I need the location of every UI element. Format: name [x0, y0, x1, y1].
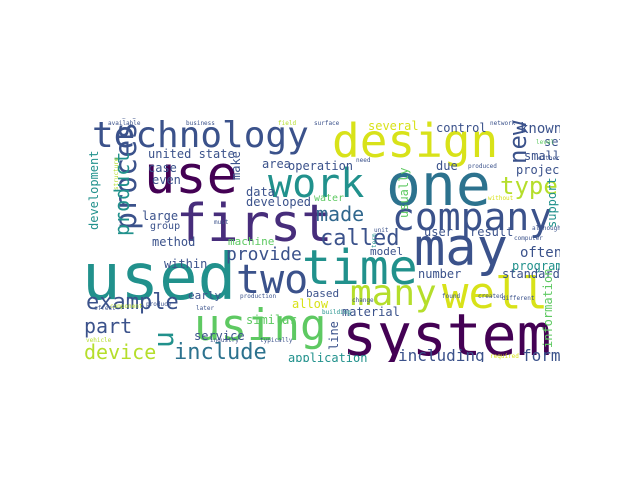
word-use: use: [144, 146, 238, 206]
word-include: include: [174, 340, 267, 363]
word-operation: operation: [288, 159, 354, 173]
word-industry: industry: [210, 337, 239, 344]
word-vehicle: vehicle: [86, 337, 112, 344]
word-building: building: [322, 309, 351, 316]
word-data: data: [246, 185, 275, 199]
word-case: case: [148, 161, 177, 175]
word-group: group: [150, 221, 181, 232]
word-effect: effect: [94, 305, 116, 312]
word-early: early: [188, 289, 222, 302]
word-known: known: [520, 121, 560, 137]
word-created: created: [478, 293, 504, 300]
word-without: without: [488, 195, 514, 202]
word-found: found: [442, 293, 461, 300]
word-small: small: [524, 149, 560, 163]
word-design: design: [332, 118, 499, 168]
word-number: number: [418, 267, 462, 281]
word-make: make: [229, 151, 243, 180]
word-well: well: [442, 268, 548, 319]
word-must: must: [214, 219, 229, 226]
word-water: water: [314, 193, 345, 204]
word-later: later: [196, 305, 215, 312]
word-computer: computer: [514, 235, 543, 242]
word-different: different: [502, 295, 535, 302]
word-component: component: [110, 303, 143, 310]
word-required: required: [490, 353, 519, 360]
word-method: method: [152, 235, 196, 249]
word-company: company: [392, 195, 553, 239]
word-made: made: [316, 202, 365, 226]
word-type: type: [500, 172, 558, 200]
word-several: several: [368, 119, 419, 133]
word-area: area: [262, 157, 291, 171]
word-model: model: [370, 245, 404, 258]
word-structure: structure: [113, 157, 120, 190]
word-produce: produce: [146, 301, 172, 308]
word-program: program: [512, 259, 560, 273]
word-project: project: [516, 163, 560, 177]
word-including: including: [398, 346, 485, 363]
word-new: new: [504, 120, 532, 164]
word-u: u: [147, 331, 180, 348]
word-either: either: [538, 155, 560, 162]
word-unit: unit: [374, 227, 389, 234]
word-production: production: [240, 293, 277, 300]
word-surface: surface: [314, 120, 340, 127]
word-based: based: [306, 287, 340, 300]
word-typically: typically: [260, 337, 293, 344]
word-example: example: [86, 290, 179, 315]
word-cloud: technology design use one work first com…: [80, 118, 560, 362]
word-work: work: [268, 161, 365, 207]
word-often: often: [520, 245, 560, 261]
word-produced: produced: [468, 163, 497, 170]
word-due: due: [436, 159, 458, 173]
word-network: network: [490, 120, 516, 127]
word-within: within: [164, 257, 208, 271]
word-part: part: [84, 314, 133, 338]
word-developed: developed: [246, 195, 312, 209]
word-many: many: [350, 273, 437, 314]
word-first: first: [176, 194, 333, 254]
word-provide: provide: [226, 244, 302, 265]
word-form: form: [522, 346, 560, 363]
word-material: material: [342, 305, 400, 319]
word-even: even: [152, 173, 181, 187]
word-field: field: [278, 120, 297, 127]
word-business: business: [186, 120, 215, 127]
word-machine: machine: [228, 235, 275, 248]
word-similar: similar: [246, 313, 297, 327]
word-may: may: [414, 218, 508, 278]
word-service: service: [194, 329, 245, 343]
word-using: using: [194, 300, 327, 351]
word-large: large: [142, 209, 179, 223]
word-one: one: [386, 151, 491, 219]
word-united-state: united state: [148, 147, 235, 161]
word-available: available: [108, 120, 141, 127]
word-allow: allow: [292, 297, 329, 311]
word-need: need: [356, 157, 371, 164]
word-time: time: [302, 240, 418, 296]
word-term: term: [371, 233, 378, 248]
word-application: application: [288, 351, 368, 362]
word-level: level: [536, 139, 555, 146]
word-used: used: [82, 241, 237, 315]
word-support: support: [545, 177, 559, 228]
word-standard: standard: [502, 267, 560, 281]
word-called: called: [320, 226, 400, 251]
word-usually: usually: [397, 167, 411, 218]
word-technology: technology: [92, 118, 309, 156]
word-information: information: [541, 268, 555, 348]
word-line: line: [327, 321, 341, 350]
word-set: set: [544, 135, 560, 149]
word-user: user: [424, 225, 453, 239]
word-control: control: [436, 121, 487, 135]
word-development: development: [87, 150, 101, 230]
word-result: result: [470, 225, 514, 239]
word-system: system: [342, 301, 552, 362]
word-change: change: [352, 297, 374, 304]
word-device: device: [84, 340, 157, 362]
word-although: although: [532, 225, 560, 232]
word-two: two: [236, 257, 309, 303]
